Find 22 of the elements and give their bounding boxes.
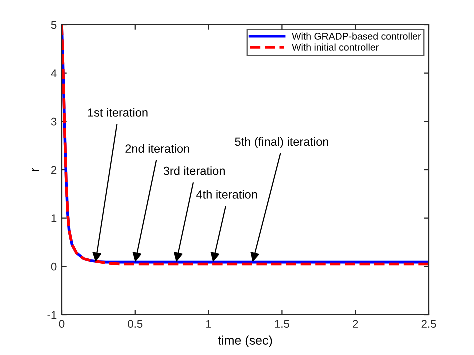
annotation: 1st iteration [88,108,148,117]
annotation: 2nd iteration [126,144,190,154]
annotation: 4th iteration [196,190,258,199]
x-tick-label: 1.5 [275,320,290,328]
y-axis-title: r [32,168,40,172]
legend-label: With initial controller [292,44,379,51]
legend-label: With GRADP-based controller [292,32,422,40]
annotation: 3rd iteration [164,166,225,176]
annotation: 5th (final) iteration [235,137,328,148]
y-tick-label: 1 [52,214,57,222]
y-tick-label: 5 [51,21,57,30]
x-tick-label: 2.5 [422,320,436,328]
x-tick-label: 2 [353,320,358,328]
y-tick-label: -1 [48,311,57,320]
x-tick-label: 1 [206,320,212,328]
y-tick-label: 3 [51,118,57,126]
y-tick-label: 4 [51,70,57,78]
x-tick-label: 0 [59,320,65,328]
x-axis-title: time (sec) [218,336,272,348]
y-tick-label: 0 [51,262,57,271]
x-tick-label: 0.5 [128,320,143,328]
y-tick-label: 2 [52,166,57,174]
